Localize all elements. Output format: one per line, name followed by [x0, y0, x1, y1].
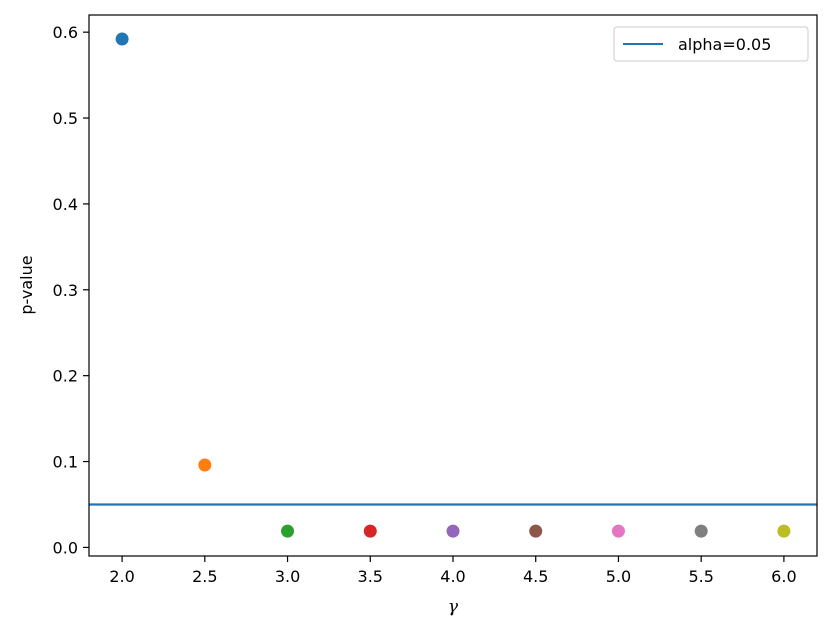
x-axis-label: γ [448, 597, 459, 617]
y-axis: 0.0 0.1 0.2 0.3 0.4 0.5 0.6 [53, 23, 89, 557]
x-tick-label: 3.0 [275, 567, 300, 586]
x-tick-label: 3.5 [358, 567, 383, 586]
y-tick-label: 0.1 [53, 453, 78, 472]
y-tick-label: 0.4 [53, 195, 78, 214]
x-tick-label: 6.0 [771, 567, 796, 586]
y-tick-label: 0.3 [53, 281, 78, 300]
y-tick-label: 0.0 [53, 538, 78, 557]
data-point-4 [363, 524, 377, 538]
x-tick-label: 2.5 [192, 567, 217, 586]
data-point-2 [198, 458, 212, 472]
x-axis: 2.0 2.5 3.0 3.5 4.0 4.5 5.0 5.5 6.0 [109, 556, 797, 586]
legend: alpha=0.05 [613, 26, 809, 62]
x-tick-label: 4.5 [523, 567, 548, 586]
y-axis-label: p-value [17, 255, 36, 314]
data-point-7 [611, 524, 625, 538]
x-tick-label: 2.0 [109, 567, 134, 586]
y-tick-label: 0.6 [53, 23, 78, 42]
x-tick-label: 5.5 [688, 567, 713, 586]
legend-box [613, 26, 809, 62]
data-point-9 [777, 524, 791, 538]
plot-frame [88, 14, 818, 557]
plot-area [89, 32, 817, 538]
y-tick-label: 0.2 [53, 367, 78, 386]
data-point-5 [446, 524, 460, 538]
data-point-6 [529, 524, 543, 538]
data-point-3 [281, 524, 295, 538]
data-point-8 [694, 524, 708, 538]
x-tick-label: 5.0 [606, 567, 631, 586]
y-tick-label: 0.5 [53, 109, 78, 128]
x-tick-label: 4.0 [440, 567, 465, 586]
legend-entry-label: alpha=0.05 [678, 35, 771, 54]
data-point-1 [115, 32, 129, 46]
